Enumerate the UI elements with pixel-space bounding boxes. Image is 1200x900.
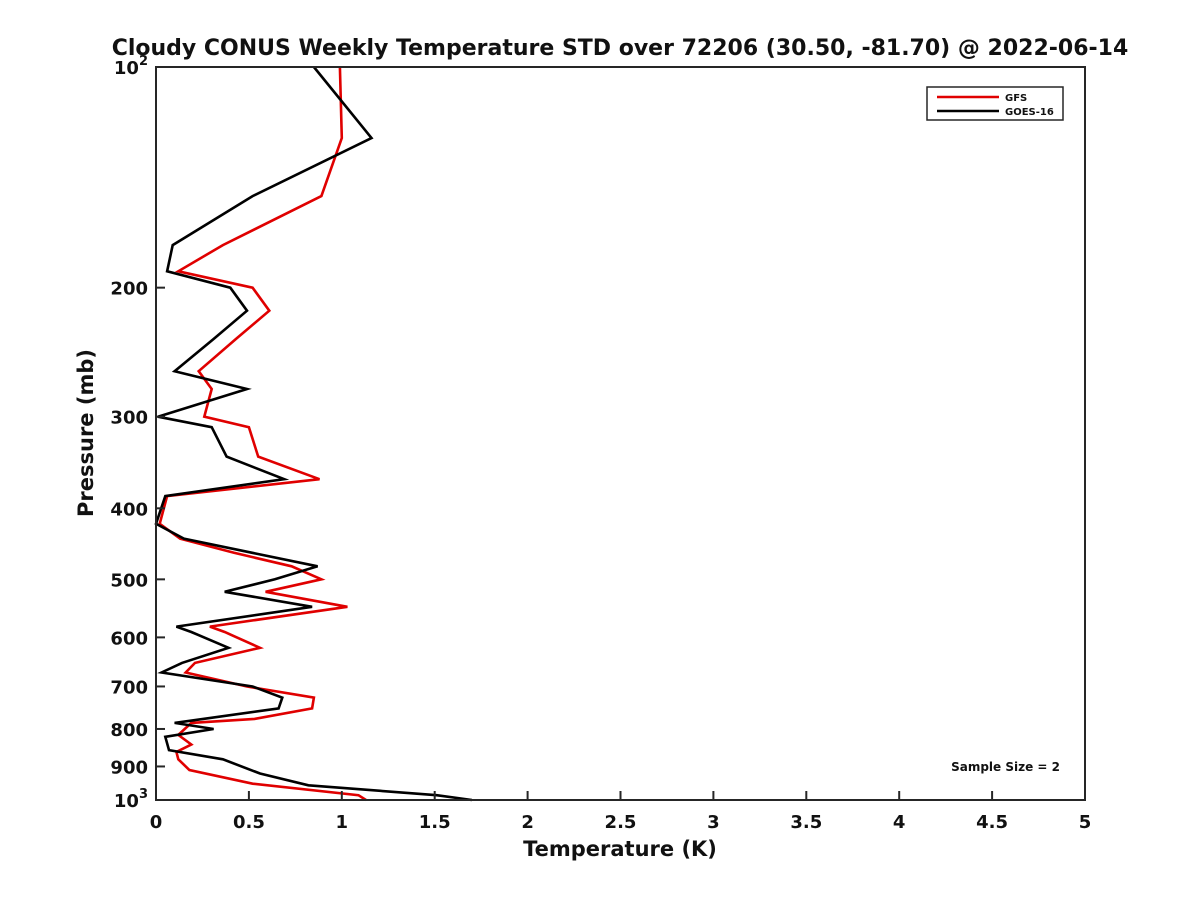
y-tick-label: 500 bbox=[110, 570, 148, 591]
chart-title: Cloudy CONUS Weekly Temperature STD over… bbox=[112, 36, 1129, 61]
x-axis-label: Temperature (K) bbox=[523, 837, 717, 861]
x-tick-label: 0.5 bbox=[233, 812, 265, 833]
y-power-tick-exponent: 2 bbox=[139, 54, 148, 69]
x-tick-label: 1 bbox=[336, 812, 349, 833]
y-power-tick-base: 10 bbox=[114, 791, 139, 812]
y-power-tick-exponent: 3 bbox=[139, 787, 148, 802]
y-power-tick-label: 102 bbox=[114, 54, 148, 79]
series-line-goes-16 bbox=[154, 66, 473, 802]
x-tick-label: 5 bbox=[1079, 812, 1092, 833]
legend-label: GFS bbox=[1005, 93, 1027, 104]
y-tick-label: 900 bbox=[110, 757, 148, 778]
y-tick-label: 600 bbox=[110, 628, 148, 649]
x-tick-label: 4 bbox=[893, 812, 906, 833]
y-power-tick-label: 103 bbox=[114, 787, 148, 812]
sample-size-annotation: Sample Size = 2 bbox=[951, 760, 1060, 774]
legend-label: GOES-16 bbox=[1005, 107, 1054, 118]
x-tick-label: 0 bbox=[150, 812, 163, 833]
x-axis: 0 0.5 1 1.5 2 2.5 3 3.5 4 4.5 5 bbox=[150, 791, 1092, 833]
series-layer bbox=[154, 66, 473, 802]
y-tick-label: 800 bbox=[110, 720, 148, 741]
series-line-gfs bbox=[158, 66, 367, 802]
legend-box bbox=[926, 86, 1064, 121]
y-tick-label: 200 bbox=[110, 279, 148, 300]
x-tick-label: 1.5 bbox=[419, 812, 451, 833]
y-tick-label: 300 bbox=[110, 408, 148, 429]
x-tick-label: 4.5 bbox=[976, 812, 1008, 833]
x-tick-label: 2 bbox=[521, 812, 534, 833]
y-power-tick-base: 10 bbox=[114, 58, 139, 79]
x-tick-label: 3.5 bbox=[790, 812, 822, 833]
y-axis-label: Pressure (mb) bbox=[74, 349, 98, 517]
x-tick-label: 2.5 bbox=[605, 812, 637, 833]
plot-area-frame bbox=[155, 66, 1086, 801]
y-tick-label: 400 bbox=[110, 499, 148, 520]
x-tick-label: 3 bbox=[707, 812, 720, 833]
y-tick-label: 700 bbox=[110, 677, 148, 698]
legend: GFS GOES-16 bbox=[926, 86, 1064, 121]
